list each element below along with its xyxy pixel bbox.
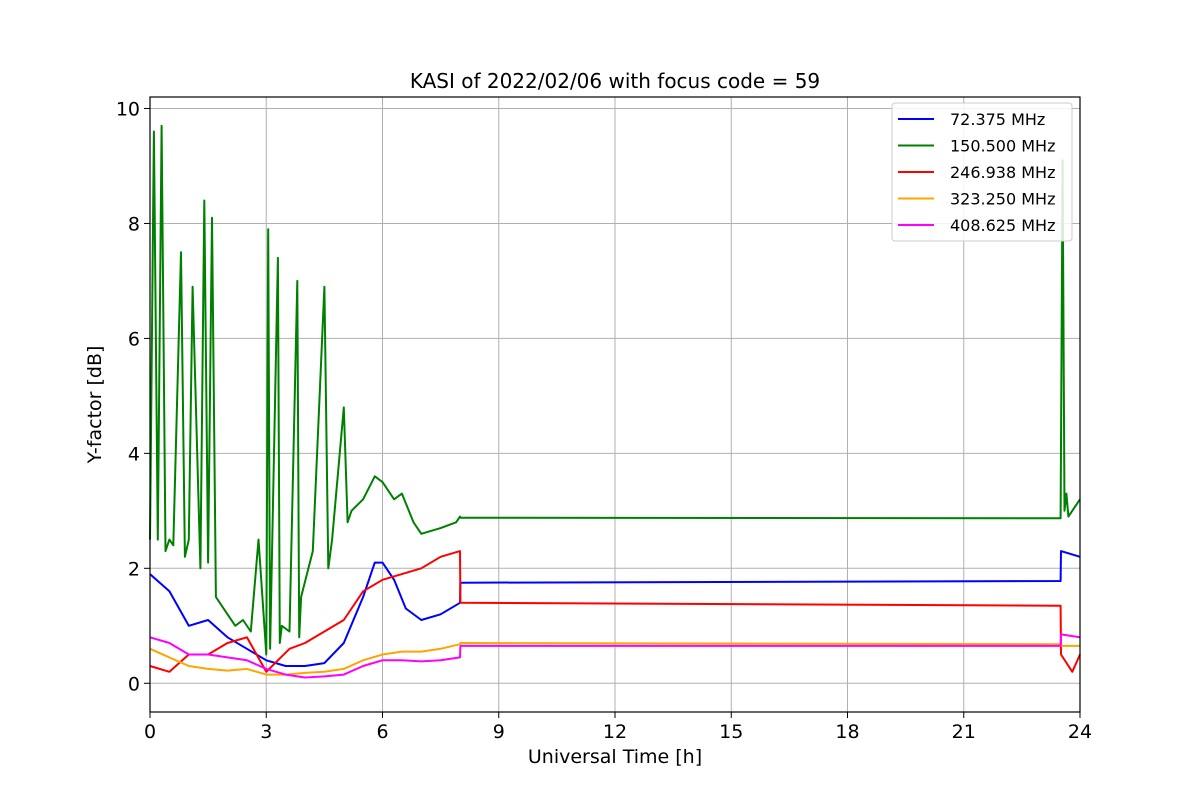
x-tick-label: 12 (603, 721, 627, 743)
chart-title: KASI of 2022/02/06 with focus code = 59 (410, 69, 820, 93)
series-lines (149, 124, 1081, 679)
legend-label: 408.625 MHz (950, 216, 1055, 235)
y-tick-label: 4 (128, 443, 140, 465)
x-axis-label: Universal Time [h] (528, 746, 702, 768)
series-line-3 (149, 642, 1080, 676)
x-tick-label: 15 (719, 721, 743, 743)
legend-label: 246.938 MHz (950, 163, 1055, 182)
legend-box (891, 102, 1073, 242)
x-tick-label: 24 (1068, 721, 1092, 743)
series-line-4 (149, 633, 1081, 679)
x-tick-label: 9 (493, 721, 505, 743)
series-line-2 (149, 550, 1081, 673)
y-tick-label: 8 (128, 213, 140, 235)
x-tick-label: 6 (376, 721, 388, 743)
x-tick-label: 21 (952, 721, 976, 743)
y-tick-label: 6 (128, 328, 140, 350)
x-tick-label: 18 (835, 721, 859, 743)
x-tick-label: 3 (260, 721, 272, 743)
y-tick-label: 0 (128, 673, 140, 695)
legend: 72.375 MHz 150.500 MHz 246.938 MHz 323.250 … (891, 102, 1073, 242)
y-tick-label: 10 (116, 98, 140, 120)
y-axis-label: Y-factor [dB] (84, 346, 106, 465)
x-tick-label: 0 (144, 721, 156, 743)
legend-label: 150.500 MHz (950, 137, 1055, 156)
y-tick-label: 2 (128, 558, 140, 580)
series-line-1 (149, 124, 1081, 656)
legend-label: 72.375 MHz (950, 110, 1045, 129)
legend-label: 323.250 MHz (950, 190, 1055, 209)
